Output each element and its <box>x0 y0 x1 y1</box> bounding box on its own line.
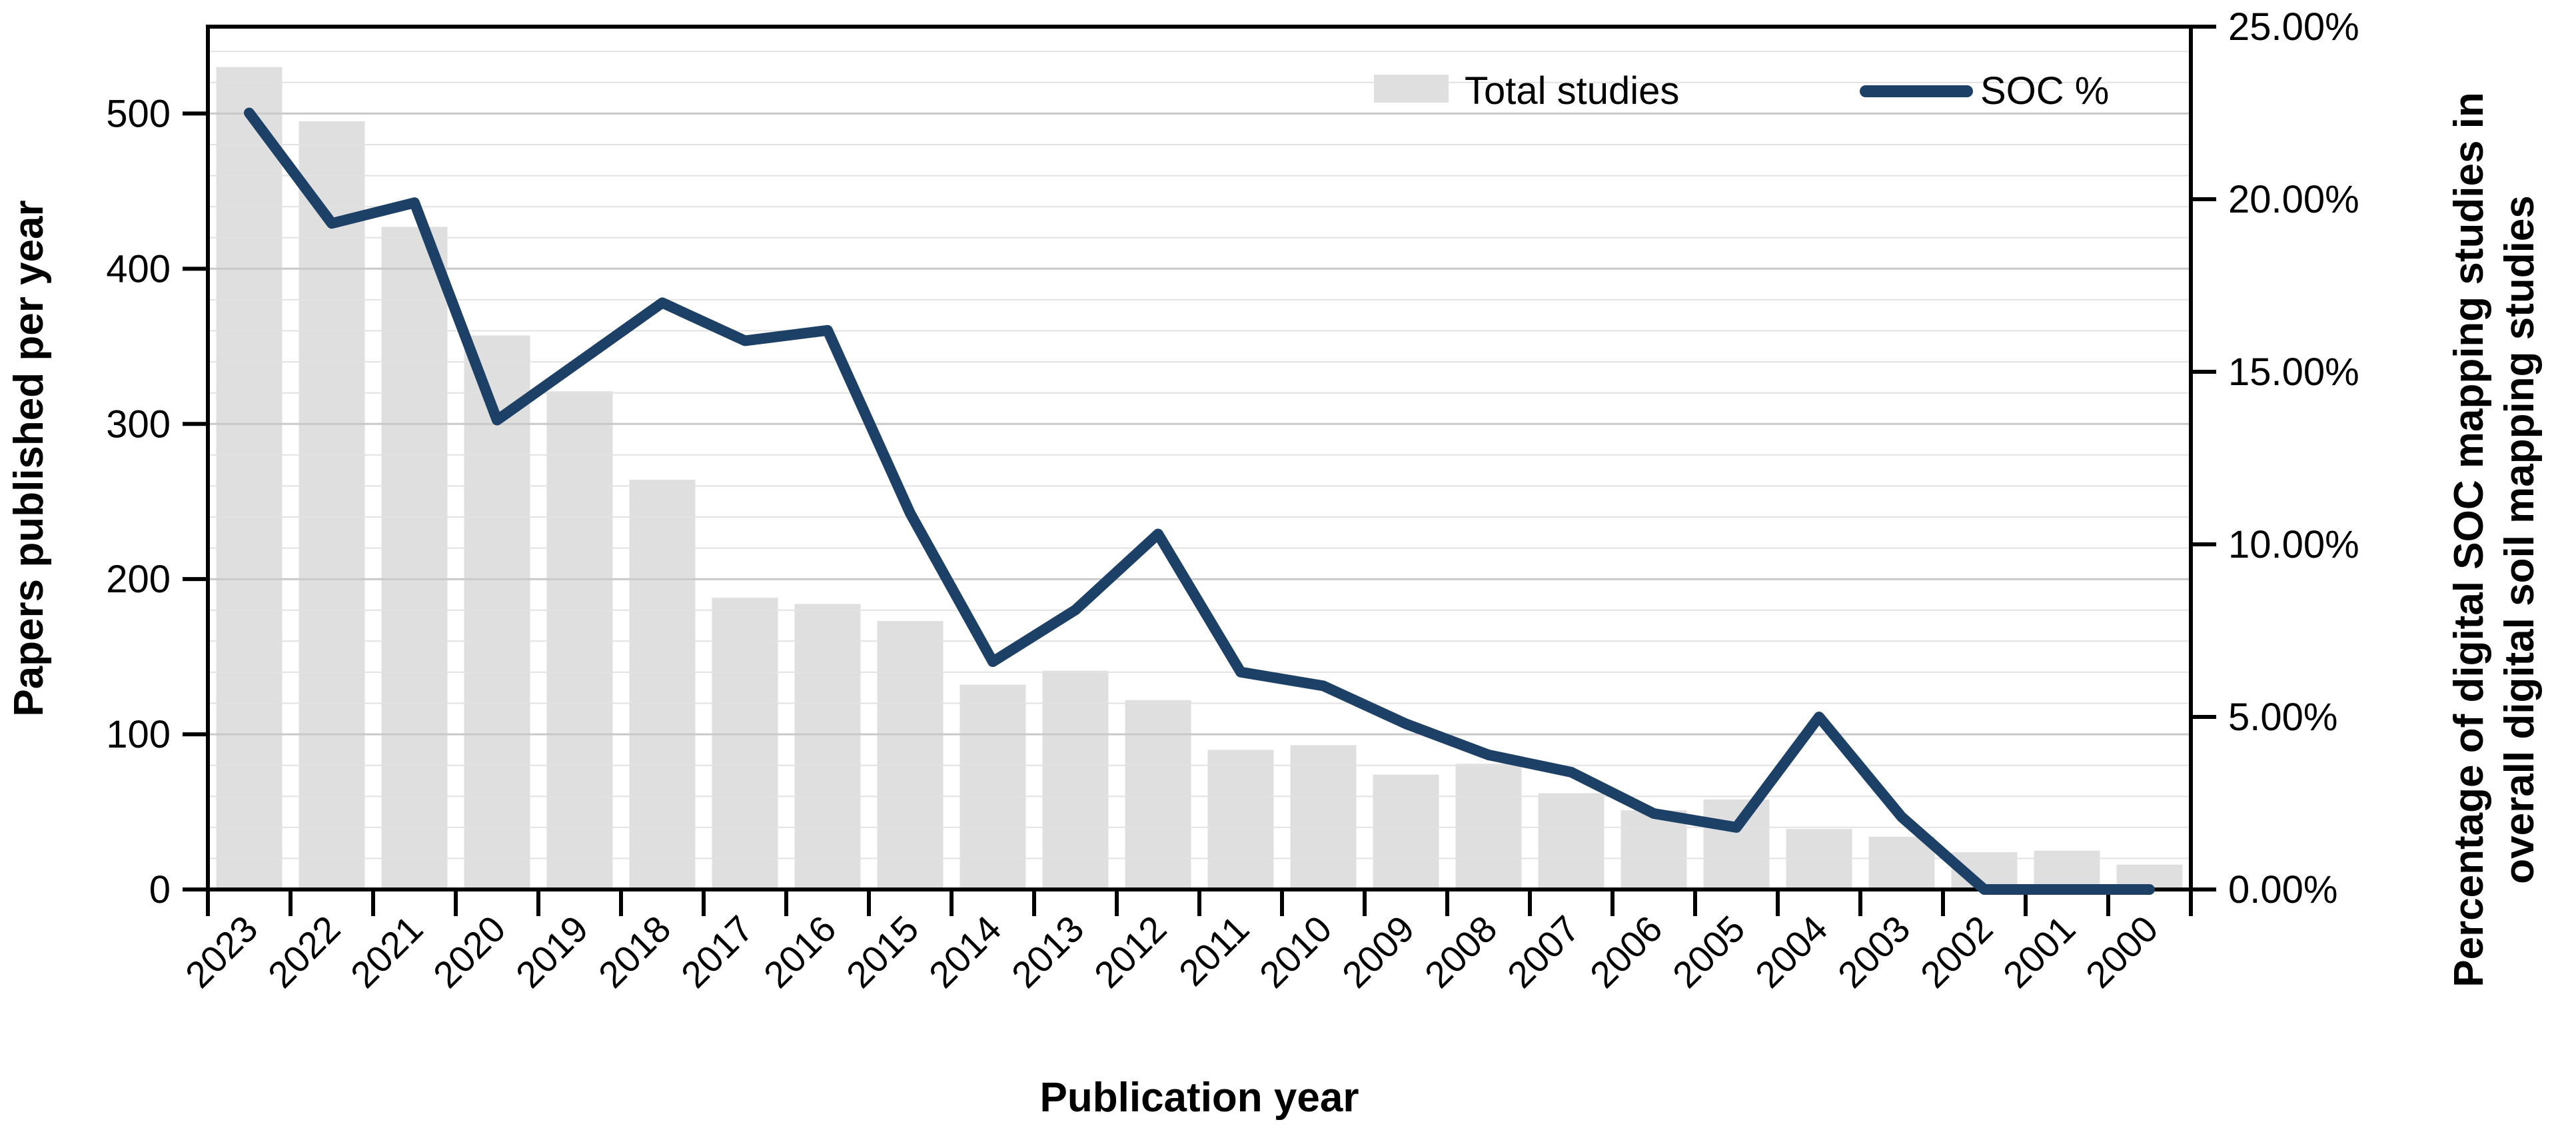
x-label-2020: 2020 <box>425 907 514 996</box>
left-tick-label-300: 300 <box>106 402 171 446</box>
bar-2008 <box>1455 764 1522 889</box>
left-tick-label-500: 500 <box>106 92 171 135</box>
x-label-2012: 2012 <box>1086 907 1175 996</box>
x-label-2016: 2016 <box>756 907 844 996</box>
right-tick-label-15: 15.00% <box>2228 350 2359 394</box>
bar-2016 <box>794 604 861 889</box>
x-label-2010: 2010 <box>1251 907 1340 996</box>
right-tick-label-5: 5.00% <box>2228 696 2337 739</box>
x-label-2019: 2019 <box>508 907 596 996</box>
x-label-2002: 2002 <box>1912 907 2001 996</box>
gridlines-layer <box>208 51 2191 859</box>
x-label-2009: 2009 <box>1334 907 1423 996</box>
bar-2005 <box>1703 799 1770 889</box>
bar-2007 <box>1538 793 1605 889</box>
x-label-2006: 2006 <box>1582 907 1670 996</box>
x-label-2004: 2004 <box>1747 907 1836 996</box>
bar-2004 <box>1786 829 1852 889</box>
left-tick-label-100: 100 <box>106 713 171 756</box>
bar-2001 <box>2034 850 2100 889</box>
x-label-2008: 2008 <box>1417 907 1505 996</box>
x-label-2007: 2007 <box>1499 907 1588 996</box>
x-label-2001: 2001 <box>1995 907 2084 996</box>
bar-2011 <box>1207 750 1274 889</box>
left-tick-label-400: 400 <box>106 247 171 290</box>
x-label-2021: 2021 <box>342 907 431 996</box>
legend-bar-label: Total studies <box>1465 69 1679 113</box>
soc-percent-line <box>244 107 2155 895</box>
legend: Total studies SOC % <box>1374 69 2109 113</box>
left-axis-title: Papers published per year <box>6 200 52 716</box>
x-label-2022: 2022 <box>260 907 348 996</box>
legend-line-label: SOC % <box>1980 69 2109 113</box>
bar-2021 <box>381 227 448 889</box>
right-tick-label-10: 10.00% <box>2228 523 2359 566</box>
x-label-2011: 2011 <box>1171 907 1257 994</box>
x-label-2017: 2017 <box>673 907 762 996</box>
bar-2019 <box>546 391 613 889</box>
right-axis-title-line2: overall digital soil mapping studies <box>2497 195 2543 884</box>
right-tick-label-25: 25.00% <box>2228 5 2359 49</box>
bar-2020 <box>464 335 530 889</box>
legend-bar-swatch <box>1374 75 1449 103</box>
bar-2009 <box>1373 774 1439 889</box>
bar-2014 <box>960 684 1026 889</box>
left-tick-label-200: 200 <box>106 558 171 601</box>
right-axis-title-line1: Percentage of digital SOC mapping studie… <box>2446 92 2492 987</box>
x-label-2005: 2005 <box>1664 907 1753 996</box>
bar-2023 <box>216 67 283 890</box>
bar-2015 <box>877 621 944 889</box>
bar-2017 <box>712 598 778 889</box>
x-label-2013: 2013 <box>1003 907 1092 996</box>
x-label-2015: 2015 <box>838 907 927 996</box>
bars-layer <box>216 67 2183 890</box>
right-tick-label-0: 0.00% <box>2228 868 2337 911</box>
bar-2013 <box>1042 670 1109 889</box>
x-label-2003: 2003 <box>1830 907 1918 996</box>
x-axis-title: Publication year <box>1040 1075 1359 1121</box>
bar-2003 <box>1868 836 1935 889</box>
bar-2006 <box>1620 810 1687 889</box>
x-label-2000: 2000 <box>2078 907 2166 996</box>
x-label-2023: 2023 <box>177 907 266 996</box>
right-tick-label-20: 20.00% <box>2228 178 2359 221</box>
bar-2012 <box>1125 700 1191 889</box>
left-tick-label-0: 0 <box>149 868 171 911</box>
bar-2010 <box>1290 745 1357 889</box>
bar-2022 <box>299 121 365 890</box>
x-label-2014: 2014 <box>921 907 1009 996</box>
x-label-2018: 2018 <box>590 907 679 996</box>
